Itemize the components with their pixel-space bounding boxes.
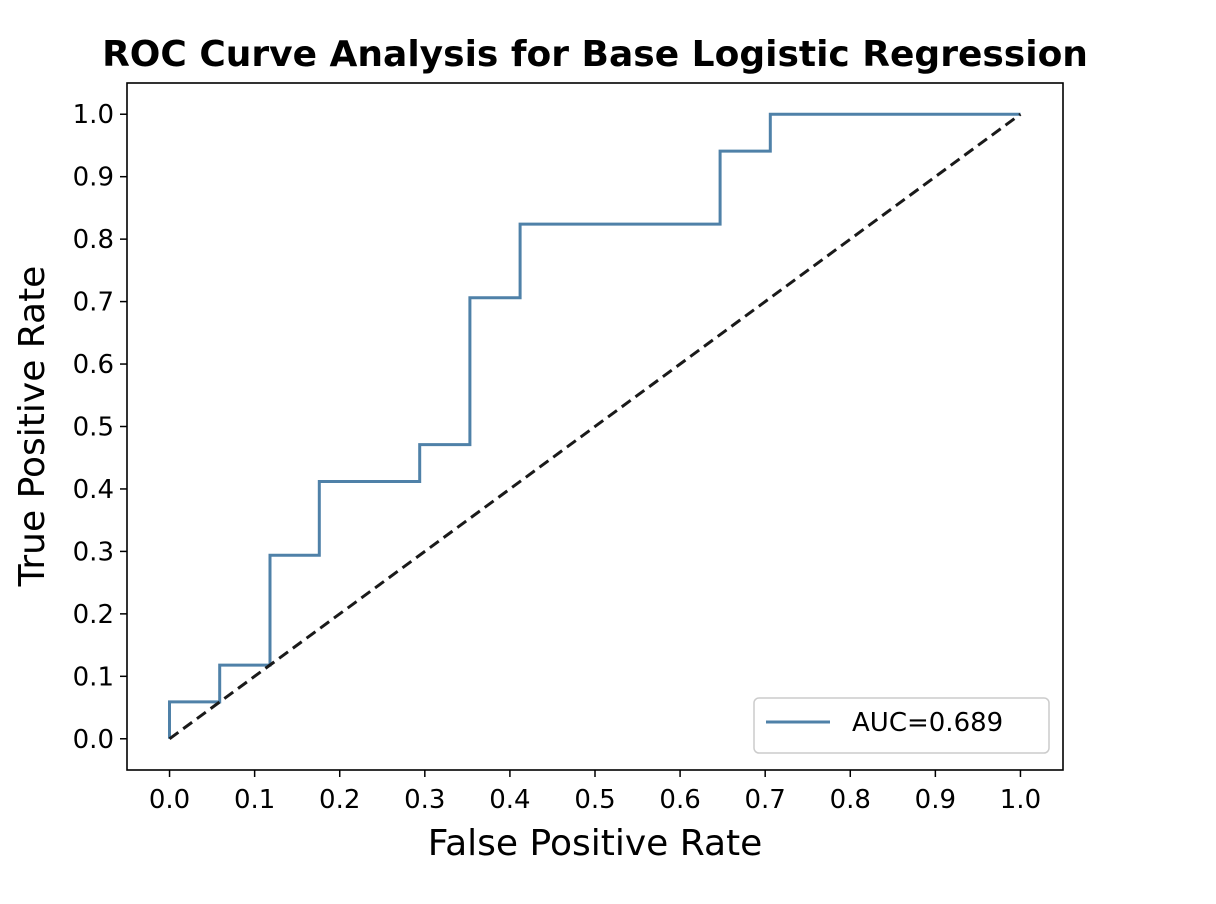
y-tick-label: 0.1 [73, 662, 114, 692]
chance-diagonal-line [168, 112, 1022, 741]
y-tick-label: 0.6 [73, 350, 114, 380]
x-tick-label: 0.6 [659, 785, 700, 815]
y-tick-label: 0.7 [73, 288, 114, 318]
x-tick-label: 0.0 [149, 785, 190, 815]
y-tick-label: 1.0 [73, 100, 114, 130]
y-axis-ticks: 0.0 0.1 0.2 0.3 0.4 0.5 0.6 0.7 0.8 0.9 1.0 [73, 100, 127, 755]
y-tick-label: 0.4 [73, 475, 114, 505]
series-layer [168, 112, 1022, 741]
legend-label: AUC=0.689 [852, 708, 1003, 738]
x-tick-label: 0.9 [915, 785, 956, 815]
x-tick-label: 0.5 [574, 785, 615, 815]
x-tick-label: 0.8 [830, 785, 871, 815]
y-tick-label: 0.0 [73, 725, 114, 755]
x-tick-label: 0.2 [319, 785, 360, 815]
x-tick-label: 0.7 [745, 785, 786, 815]
x-axis-label: False Positive Rate [428, 823, 763, 864]
x-tick-label: 0.1 [234, 785, 275, 815]
legend: AUC=0.689 [753, 697, 1050, 754]
y-tick-label: 0.3 [73, 537, 114, 567]
y-tick-label: 0.5 [73, 413, 114, 443]
chart-title: ROC Curve Analysis for Base Logistic Reg… [102, 34, 1088, 75]
x-tick-label: 1.0 [1000, 785, 1041, 815]
legend-box [753, 697, 1050, 754]
x-tick-label: 0.3 [404, 785, 445, 815]
y-tick-label: 0.8 [73, 225, 114, 255]
y-axis-label: True Positive Rate [12, 266, 53, 588]
y-tick-label: 0.2 [73, 600, 114, 630]
y-tick-label: 0.9 [73, 163, 114, 193]
roc-curve-line [168, 112, 1021, 739]
x-axis-ticks: 0.0 0.1 0.2 0.3 0.4 0.5 0.6 0.7 0.8 0.9 1.0 [149, 770, 1041, 815]
x-tick-label: 0.4 [489, 785, 530, 815]
